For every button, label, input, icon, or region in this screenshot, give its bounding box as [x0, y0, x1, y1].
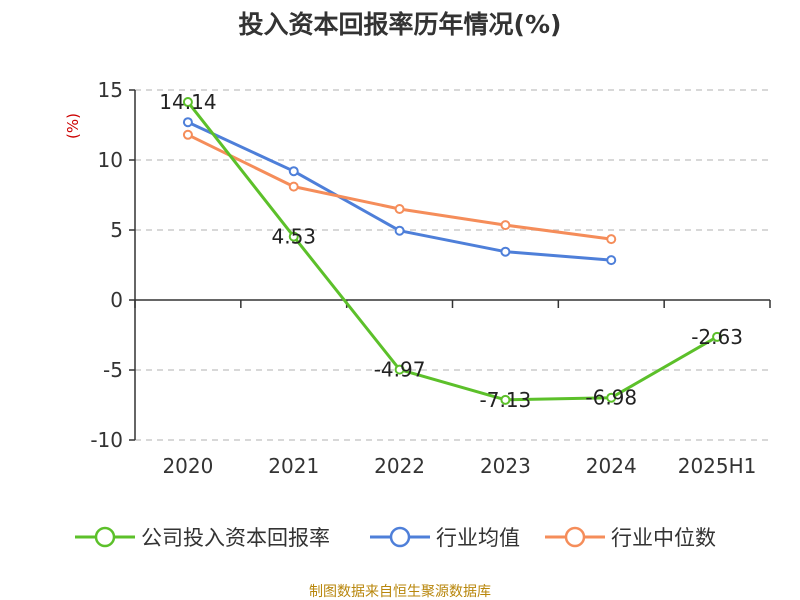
x-tick-label: 2021: [268, 454, 319, 478]
data-point: [182, 129, 193, 140]
legend-item: 行业均值: [370, 526, 520, 550]
series-layer: [182, 97, 723, 405]
legend-item: 行业中位数: [545, 526, 716, 550]
series-line: [186, 101, 718, 402]
data-point: [606, 255, 617, 266]
chart-title: 投入资本回报率历年情况(%): [239, 10, 562, 39]
legend: 公司投入资本回报率 行业均值 行业中位数: [75, 526, 716, 550]
data-point: [288, 166, 299, 177]
y-tick-label: 0: [110, 288, 123, 312]
y-axis-label: (%): [64, 113, 82, 139]
data-point: [182, 97, 193, 108]
y-tick-label: -5: [103, 358, 123, 382]
data-label-layer: 14.14 4.53 -4.97 -7.13 -6.98 -2.63: [159, 90, 743, 412]
source-note: 制图数据来自恒生聚源数据库: [309, 584, 491, 600]
data-point: [182, 117, 193, 128]
legend-marker-icon: [564, 526, 586, 548]
x-tick-label: 2024: [586, 454, 637, 478]
legend-marker-icon: [389, 526, 411, 548]
y-tick-label: 5: [110, 218, 123, 242]
data-point: [394, 204, 405, 214]
legend-label: 公司投入资本回报率: [141, 526, 330, 550]
data-label: -7.13: [480, 388, 532, 412]
data-point: [500, 394, 511, 405]
data-label: -2.63: [691, 325, 743, 349]
legend-label: 行业中位数: [611, 526, 716, 550]
x-tick-label: 2023: [480, 454, 531, 478]
data-label: 4.53: [271, 225, 316, 249]
y-tick-label: 10: [98, 148, 123, 172]
y-tick-label: 15: [98, 78, 123, 102]
data-point: [394, 225, 405, 236]
x-tick-label: 2025H1: [678, 454, 757, 478]
data-label: -6.98: [585, 386, 637, 410]
data-point: [606, 392, 617, 403]
x-tick-label: 2020: [162, 454, 213, 478]
legend-label: 行业均值: [436, 526, 520, 550]
data-point: [606, 234, 617, 245]
data-label: 14.14: [159, 90, 216, 114]
grid-layer: [135, 89, 770, 441]
data-point: [712, 331, 723, 342]
x-tick-label: 2022: [374, 454, 425, 478]
data-label: -4.97: [374, 358, 426, 382]
legend-item: 公司投入资本回报率: [75, 526, 330, 550]
data-point: [288, 231, 299, 242]
series-line: [187, 120, 612, 262]
legend-marker-icon: [94, 526, 116, 548]
data-point: [394, 364, 405, 375]
data-point: [500, 220, 511, 231]
data-point: [288, 181, 299, 192]
y-tick-label: -10: [90, 428, 123, 452]
data-point: [500, 246, 511, 257]
axis-layer: 15 10 5 0 -5 -10 2020 2021 2022 2023 2024 2025H1: [90, 78, 771, 478]
